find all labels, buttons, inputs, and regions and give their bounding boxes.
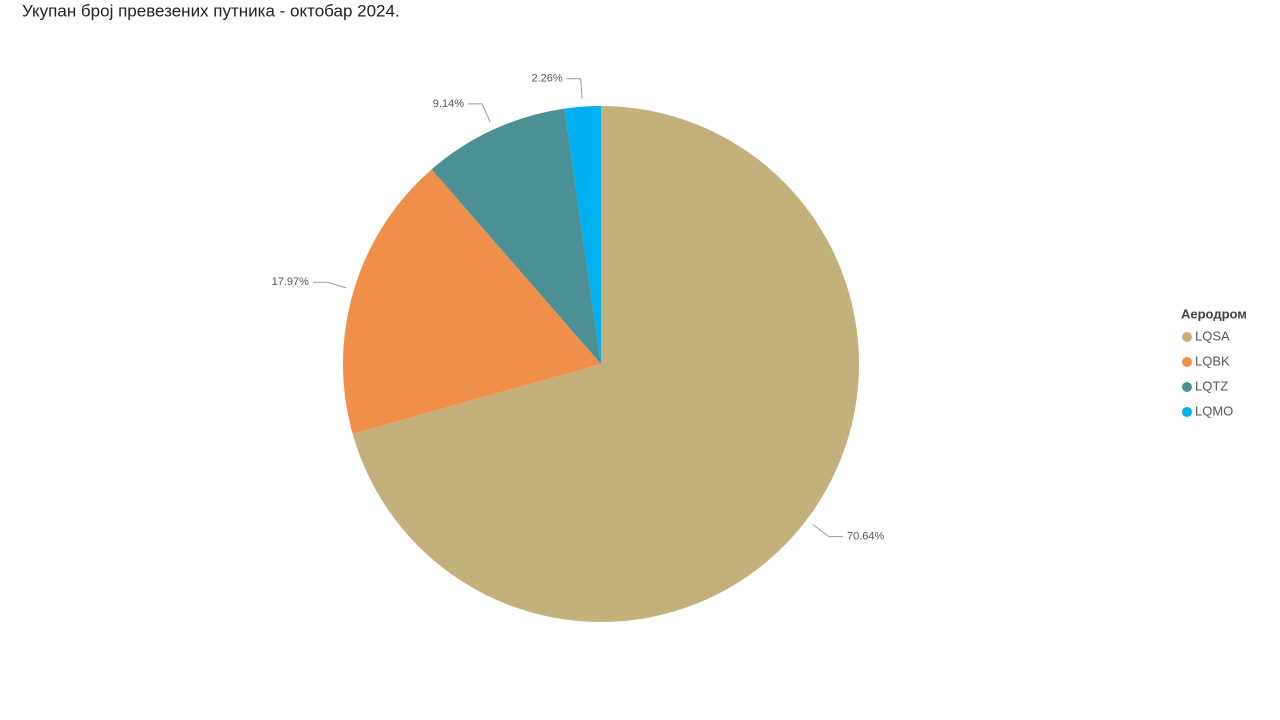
pie-slice	[342, 169, 601, 434]
legend-label: LQSA	[1195, 328, 1230, 343]
legend-marker	[1182, 382, 1192, 392]
leader-line	[812, 524, 843, 538]
legend-label: LQMO	[1195, 403, 1233, 418]
pie-slice	[564, 106, 601, 364]
pie-slice	[352, 106, 859, 622]
legend-label: LQBK	[1195, 353, 1230, 368]
data-label: 2.26%	[532, 73, 563, 85]
legend-marker	[1182, 357, 1192, 367]
data-label: 70.64%	[847, 531, 885, 543]
leader-line	[468, 103, 491, 123]
pie-slice	[431, 108, 601, 364]
data-label: 9.14%	[433, 98, 464, 110]
legend-label: LQTZ	[1195, 378, 1228, 393]
data-label: 17.97%	[272, 276, 310, 288]
legend-title: Аеродром	[1181, 306, 1247, 321]
legend-marker	[1182, 407, 1192, 417]
leader-line	[312, 281, 347, 289]
chart-title: Укупан број превезених путника - октобар…	[22, 1, 400, 20]
legend-marker	[1182, 332, 1192, 342]
leader-line	[566, 78, 583, 99]
